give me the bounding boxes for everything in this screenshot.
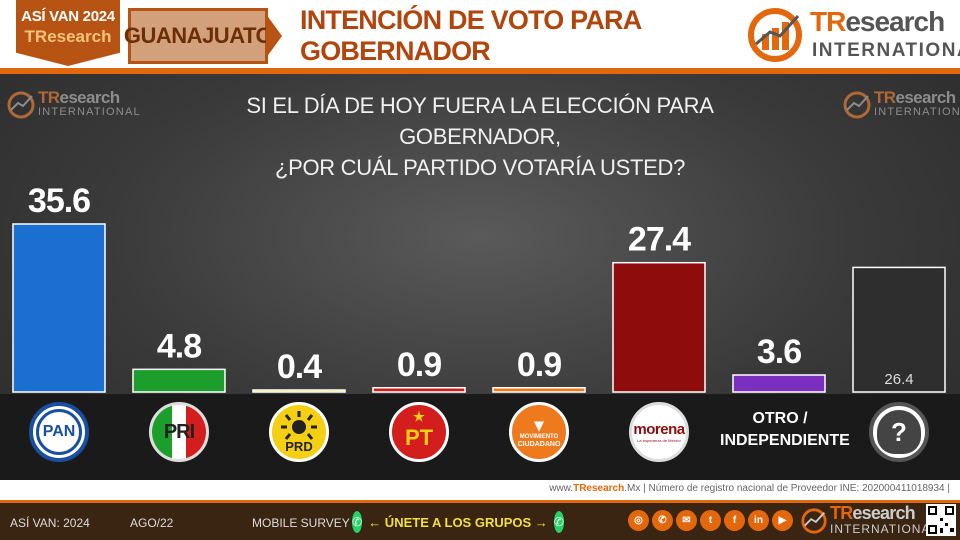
watermark-right: TResearch INTERNATIONAL <box>842 88 960 122</box>
footer-logo-brand: TResearch <box>830 503 916 524</box>
youtube-icon[interactable]: ▶ <box>772 510 793 531</box>
globe-icon[interactable]: ◎ <box>628 510 649 531</box>
watermark-left-icon <box>7 91 35 119</box>
state-arrow-icon <box>266 14 282 58</box>
unknown-party-icon: ? <box>869 402 929 462</box>
footer-logo: TResearch INTERNATIONAL <box>800 503 937 539</box>
tresearch-logo: TResearch INTERNATIONAL <box>748 4 960 66</box>
star-icon: ★ <box>413 409 425 424</box>
bar-value-label-5: 27.4 <box>628 221 691 259</box>
pri-logo: PRI <box>149 402 209 462</box>
otro-label-line2: INDEPENDIENTE <box>720 432 850 449</box>
watermark-left-rest: esearch <box>59 88 120 107</box>
logo-wordmark: TResearch <box>810 6 945 38</box>
state-label: GUANAJUATO <box>124 11 273 61</box>
vote-intention-chart: 35.6 4.8 0.4 0.9 0.9 27.4 3.6 26.4 <box>12 182 946 393</box>
survey-question-line1: SI EL DÍA DE HOY FUERA LA ELECCIÓN PARA … <box>246 93 714 149</box>
pri-logo-label: PRI <box>163 420 195 443</box>
pri-logo-red <box>186 405 206 459</box>
watermark-right-sub: INTERNATIONAL <box>874 106 960 118</box>
footer-note-rest: .Mx | Número de registro nacional de Pro… <box>624 483 950 494</box>
pri-logo-green <box>152 405 172 459</box>
join-groups-link[interactable]: ✆ ← ÚNETE A LOS GRUPOS → ✆ <box>352 510 564 534</box>
footer-registration-note: www.TResearch.Mx | Número de registro na… <box>549 483 950 494</box>
question-mark-icon: ? <box>877 410 921 454</box>
footer-method: MOBILE SURVEY <box>252 516 350 530</box>
logo-subtitle: INTERNATIONAL <box>812 40 960 61</box>
logo-wordmark-tr: TR <box>810 6 846 37</box>
sun-icon <box>281 411 317 440</box>
bar-1 <box>132 368 226 393</box>
pan-logo: PAN <box>29 402 89 462</box>
watermark-left-tr: TR <box>38 88 60 107</box>
bar-4 <box>492 387 586 393</box>
bar-value-label-4: 0.9 <box>517 346 561 384</box>
header-accent-strip <box>0 68 960 74</box>
survey-question: SI EL DÍA DE HOY FUERA LA ELECCIÓN PARA … <box>180 90 780 183</box>
footer-date: AGO/22 <box>130 516 174 530</box>
pt-logo-label: PT <box>404 425 434 450</box>
footer-note-brand: TResearch <box>573 483 625 494</box>
watermark-left-sub: INTERNATIONAL <box>38 106 141 118</box>
otro-independiente-label: OTRO / INDEPENDIENTE <box>720 408 850 452</box>
eagle-icon: ▾ <box>534 414 544 435</box>
prd-logo: PRD <box>269 402 329 462</box>
mc-logo-line1: MOVIMIENTO <box>519 433 559 440</box>
watermark-right-rest: esearch <box>895 88 956 107</box>
bar-value-label-2: 0.4 <box>277 348 322 386</box>
bar-value-label-7: 26.4 <box>884 371 913 388</box>
mc-logo: ▾ MOVIMIENTO CIUDADANO <box>509 402 569 462</box>
qr-code-pattern <box>928 506 954 534</box>
tresearch-logo-icon <box>748 8 802 62</box>
bar-5 <box>612 261 706 393</box>
watermark-right-icon <box>843 91 871 119</box>
pan-logo-label: PAN <box>36 409 82 455</box>
morena-logo-sub: La esperanza de México <box>637 438 681 443</box>
survey-question-line2: ¿POR CUÁL PARTIDO VOTARÍA USTED? <box>274 155 686 180</box>
email-icon[interactable]: ✉ <box>676 510 697 531</box>
watermark-right-tr: TR <box>874 88 896 107</box>
linkedin-icon[interactable]: in <box>748 510 769 531</box>
bar-2 <box>252 389 346 393</box>
join-groups-label: ← ÚNETE A LOS GRUPOS → <box>368 514 548 530</box>
footer-logo-sub: INTERNATIONAL <box>830 522 939 536</box>
morena-logo: morena La esperanza de México <box>629 402 689 462</box>
state-box: GUANAJUATO <box>124 8 273 64</box>
watermark-left-brand: TResearch <box>38 88 120 108</box>
footer-note-bar <box>0 480 960 500</box>
watermark-right-brand: TResearch <box>874 88 956 108</box>
bar-3 <box>372 387 466 393</box>
footer-note-prefix: www. <box>549 483 574 494</box>
whatsapp-icon[interactable]: ✆ <box>553 511 564 533</box>
footer-asi-van: ASÍ VAN: 2024 <box>10 516 90 530</box>
footer-logo-rest: esearch <box>852 503 915 523</box>
watermark-left: TResearch INTERNATIONAL <box>6 88 140 122</box>
footer-logo-tr: TR <box>830 503 853 523</box>
bar-value-label-1: 4.8 <box>157 327 201 365</box>
logo-wordmark-rest: esearch <box>845 6 945 37</box>
footer-bar <box>0 500 960 540</box>
prd-logo-label: PRD <box>285 439 313 454</box>
whatsapp-icon[interactable]: ✆ <box>352 511 363 533</box>
bar-7 <box>852 266 946 393</box>
bar-value-label-6: 3.6 <box>757 333 801 371</box>
footer-logo-icon <box>801 508 827 534</box>
mc-logo-line2: CIUDADANO <box>517 440 561 448</box>
bar-0 <box>12 223 106 393</box>
morena-logo-label: morena <box>633 421 685 438</box>
asi-van-tab: ASÍ VAN 2024 TResearch <box>16 0 120 66</box>
facebook-icon[interactable]: f <box>724 510 745 531</box>
bar-value-label-0: 35.6 <box>28 182 90 220</box>
brand-short-label: TResearch <box>24 27 112 46</box>
otro-label-line1: OTRO / <box>752 410 808 427</box>
social-links: ◎ ✆ ✉ t f in ▶ <box>628 510 793 531</box>
qr-code-icon[interactable] <box>926 504 956 536</box>
asi-van-label: ASÍ VAN 2024 <box>21 8 115 25</box>
twitter-icon[interactable]: t <box>700 510 721 531</box>
bar-6 <box>732 374 826 393</box>
phone-icon[interactable]: ✆ <box>652 510 673 531</box>
pt-logo: ★ PT <box>389 402 449 462</box>
bar-value-label-3: 0.9 <box>397 346 441 384</box>
